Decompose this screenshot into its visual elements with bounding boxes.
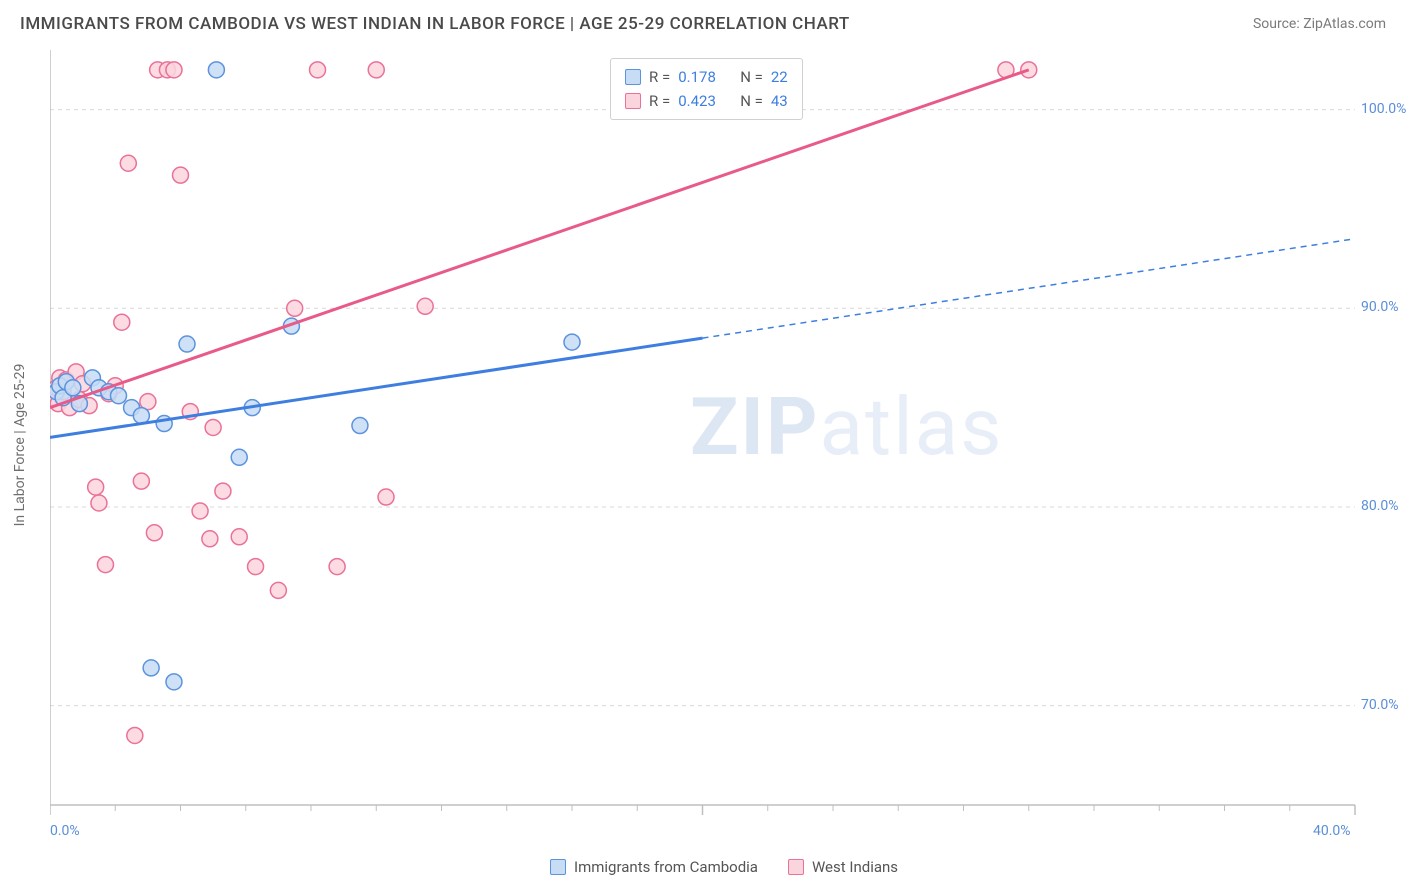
stats-row: R = 0.423 N = 43 [625,89,788,113]
y-tick-label: 100.0% [1361,101,1406,117]
scatter-chart [50,50,1385,840]
legend-swatch [625,93,641,109]
legend-swatch [550,859,566,875]
source-label: Source: ZipAtlas.com [1253,16,1386,32]
x-tick-label: 0.0% [50,823,80,839]
r-label: R = [649,89,670,113]
legend-swatch [625,69,641,85]
bottom-legend: Immigrants from Cambodia West Indians [550,858,898,876]
r-value: 0.178 [678,65,732,89]
y-tick-label: 90.0% [1361,299,1399,315]
legend-swatch [788,859,804,875]
legend-item: Immigrants from Cambodia [550,858,758,876]
n-label: N = [740,65,763,89]
header: IMMIGRANTS FROM CAMBODIA VS WEST INDIAN … [0,0,1406,44]
y-axis-label: In Labor Force | Age 25-29 [12,364,28,527]
legend-label: West Indians [812,858,898,876]
legend-item: West Indians [788,858,898,876]
y-tick-label: 80.0% [1361,498,1399,514]
stats-box: R = 0.178 N = 22 R = 0.423 N = 43 [610,58,803,120]
n-value: 43 [771,89,788,113]
n-value: 22 [771,65,788,89]
x-tick-label: 40.0% [1313,823,1351,839]
legend-label: Immigrants from Cambodia [574,858,758,876]
y-tick-label: 70.0% [1361,697,1399,713]
chart-container: In Labor Force | Age 25-29 ZIPatlas R =0… [50,50,1385,840]
r-value: 0.423 [678,89,732,113]
n-label: N = [740,89,763,113]
chart-title: IMMIGRANTS FROM CAMBODIA VS WEST INDIAN … [20,14,850,34]
stats-row: R = 0.178 N = 22 [625,65,788,89]
r-label: R = [649,65,670,89]
